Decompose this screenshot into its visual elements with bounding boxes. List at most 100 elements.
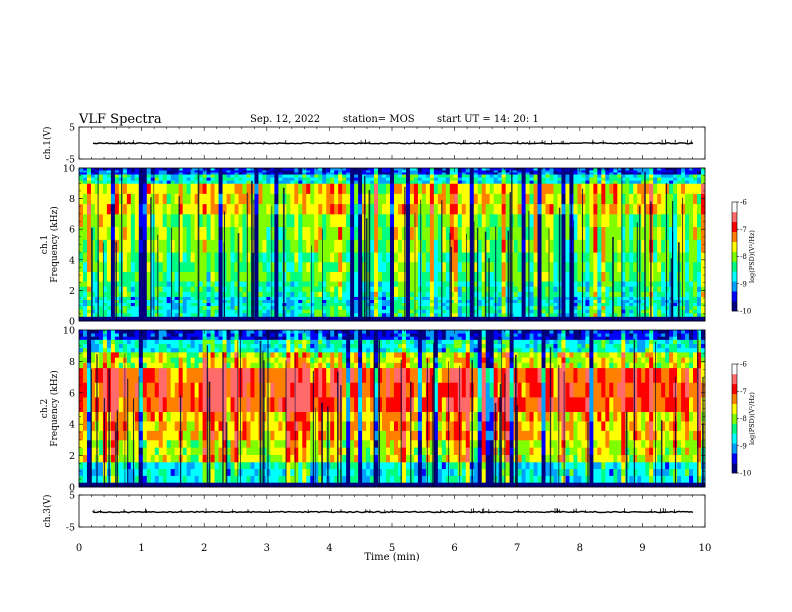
spectrogram-cell — [134, 312, 140, 317]
spectrogram-cell — [397, 170, 403, 173]
spectrogram-cell — [489, 299, 495, 304]
spectrogram-cell — [190, 261, 196, 272]
spectrogram-cell — [374, 286, 379, 292]
spectrogram-cell — [370, 305, 375, 310]
spectrogram-cell — [401, 180, 407, 184]
spectrogram-cell — [158, 271, 164, 282]
spectrogram-cell — [545, 168, 550, 171]
spectrogram-cell — [573, 172, 578, 175]
spectrogram-cell — [429, 305, 435, 310]
spectrogram-cell — [126, 291, 132, 297]
spectrogram-cell — [142, 319, 148, 322]
spectrogram-cell — [322, 172, 327, 175]
spectrogram-cell — [234, 302, 239, 307]
spectrogram-cell — [314, 485, 319, 488]
spectrogram-cell — [681, 172, 686, 175]
spectrogram-cell — [673, 172, 678, 175]
spectrogram-cell — [166, 183, 172, 194]
spectrogram-cell — [178, 261, 184, 272]
spectrogram-cell — [485, 226, 491, 240]
spectrogram-cell — [589, 291, 594, 297]
spectrogram-cell — [86, 309, 92, 314]
spectrogram-cell — [246, 252, 251, 263]
spectrogram-cell — [286, 180, 291, 184]
spectrogram-cell — [561, 174, 566, 178]
spectrogram-cell — [529, 193, 534, 205]
spectrogram-cell — [306, 319, 311, 322]
spectrogram-cell — [613, 170, 618, 173]
spectrogram-cell — [230, 239, 235, 253]
spectrogram-cell — [693, 213, 698, 228]
spectrogram-cell — [170, 309, 176, 314]
spectrogram-cell — [413, 203, 419, 215]
spectrogram-cell — [633, 239, 638, 253]
spectrogram-cell — [453, 177, 459, 181]
spectrogram-cell — [330, 193, 335, 205]
spectrogram-cell — [366, 483, 371, 486]
spectrogram-cell — [697, 203, 702, 215]
spectrogram-cell — [214, 174, 219, 178]
spectrogram-cell — [166, 172, 172, 175]
spectrogram-cell — [130, 261, 136, 272]
spectrogram-cell — [397, 312, 403, 317]
spectrogram-cell — [238, 281, 243, 287]
spectrogram-cell — [174, 312, 180, 317]
spectrogram-cell — [393, 299, 399, 304]
spectrogram-cell — [561, 213, 566, 228]
spectrogram-cell — [397, 485, 403, 488]
spectrogram-cell — [154, 177, 160, 181]
spectrogram-cell — [214, 170, 219, 173]
spectrogram-cell — [401, 213, 407, 228]
spectrogram-cell — [641, 302, 646, 307]
spectrogram-cell — [94, 213, 100, 228]
spectrogram-cell — [302, 271, 307, 282]
spectrogram-cell — [218, 286, 223, 292]
spectrogram-cell — [689, 271, 694, 282]
spectrogram-cell — [481, 485, 487, 488]
spectrogram-cell — [206, 317, 211, 320]
spectrogram-cell — [134, 261, 140, 272]
spectrogram-cell — [390, 180, 395, 184]
spectrogram-cell — [350, 261, 355, 272]
spectrogram-cell — [677, 193, 682, 205]
spectrogram-cell — [537, 316, 542, 319]
spectrogram-cell — [617, 312, 622, 317]
spectrogram-cell — [190, 317, 196, 320]
spectrogram-cell — [226, 485, 231, 488]
spectrogram-cell — [390, 261, 395, 272]
spectrogram-cell — [79, 485, 84, 488]
spectrogram-cell — [633, 177, 638, 181]
spectrogram-cell — [98, 485, 104, 488]
spectrogram-cell — [549, 261, 554, 272]
spectrogram-cell — [489, 296, 495, 300]
spectrogram-cell — [629, 483, 634, 486]
spectrogram-cell — [397, 203, 403, 215]
spectrogram-cell — [629, 312, 634, 317]
spectrogram-cell — [645, 180, 650, 184]
spectrogram-cell — [593, 177, 598, 181]
spectrogram-cell — [697, 180, 702, 184]
spectrogram-cell — [405, 170, 411, 173]
spectrogram-cell — [122, 312, 128, 317]
spectrogram-cell — [378, 239, 383, 253]
spectrogram-cell — [194, 305, 200, 310]
spectrogram-cell — [298, 261, 303, 272]
spectrogram-cell — [182, 299, 188, 304]
spectrogram-cell — [370, 485, 375, 488]
spectrogram-cell — [178, 291, 184, 297]
spectrogram-cell — [238, 309, 243, 314]
spectrogram-cell — [641, 312, 646, 317]
spectrogram-cell — [469, 261, 475, 272]
spectrogram-cell — [350, 213, 355, 228]
spectrogram-cell — [138, 302, 144, 307]
spectrogram-cell — [110, 312, 116, 317]
spectrogram-cell — [162, 172, 168, 175]
spectrogram-cell — [290, 271, 295, 282]
spectrogram-cell — [469, 271, 475, 282]
spectrogram-cell — [102, 213, 108, 228]
spectrogram-cell — [246, 177, 251, 181]
spectrogram-cell — [449, 252, 455, 263]
spectrogram-cell — [79, 482, 84, 485]
spectrogram-cell — [86, 485, 92, 488]
spectrogram-cell — [102, 312, 108, 317]
